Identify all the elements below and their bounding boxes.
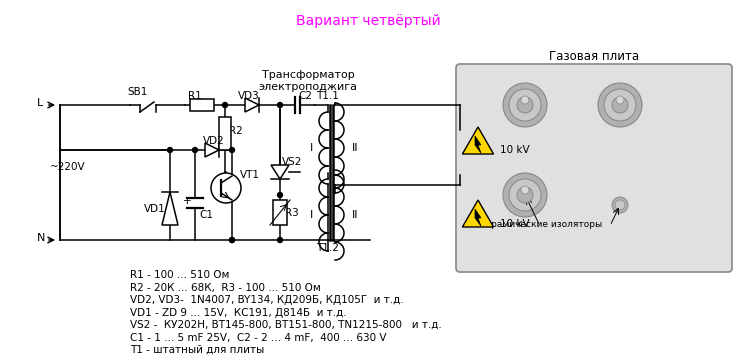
Circle shape [278, 192, 282, 197]
Text: VD2, VD3-  1N4007, BY134, КД209Б, КД105Г  и т.д.: VD2, VD3- 1N4007, BY134, КД209Б, КД105Г … [130, 295, 404, 305]
Text: VD3: VD3 [238, 91, 260, 101]
Circle shape [509, 89, 541, 121]
Circle shape [229, 147, 234, 152]
Text: Трансформатор
электроподжига: Трансформатор электроподжига [259, 70, 357, 91]
Circle shape [223, 102, 228, 107]
Circle shape [168, 147, 173, 152]
Circle shape [503, 173, 547, 217]
Text: керамические изоляторы: керамические изоляторы [480, 220, 602, 229]
Text: N: N [37, 233, 46, 243]
Polygon shape [271, 165, 289, 179]
Text: VD2: VD2 [203, 136, 225, 146]
Text: 10 kV: 10 kV [500, 145, 530, 155]
Circle shape [517, 97, 533, 113]
Polygon shape [462, 200, 494, 227]
Text: VS2: VS2 [282, 157, 302, 167]
Circle shape [517, 187, 533, 203]
Text: L: L [37, 98, 43, 108]
Text: VD1: VD1 [144, 204, 166, 213]
Circle shape [211, 173, 241, 203]
Text: ~220V: ~220V [50, 163, 85, 172]
Text: Газовая плита: Газовая плита [549, 50, 639, 63]
Text: R1: R1 [188, 91, 202, 101]
Polygon shape [162, 192, 178, 225]
Text: R2: R2 [229, 126, 243, 136]
Circle shape [229, 237, 234, 242]
Circle shape [278, 102, 282, 107]
Text: VD1 - ZD 9 ... 15V,  КС191, Д814Б  и т.д.: VD1 - ZD 9 ... 15V, КС191, Д814Б и т.д. [130, 307, 347, 318]
Circle shape [598, 83, 642, 127]
Circle shape [193, 147, 198, 152]
Circle shape [604, 89, 636, 121]
Circle shape [509, 179, 541, 211]
Text: SB1: SB1 [128, 87, 148, 97]
Text: T1.2: T1.2 [316, 243, 339, 253]
Circle shape [612, 197, 628, 213]
FancyBboxPatch shape [456, 64, 732, 272]
Text: II: II [352, 210, 358, 220]
Text: VS2 -  КУ202Н, ВТ145-800, ВТ151-800, TN1215-800   и т.д.: VS2 - КУ202Н, ВТ145-800, ВТ151-800, TN12… [130, 320, 442, 330]
Polygon shape [245, 98, 259, 112]
Text: Вариант четвёртый: Вариант четвёртый [295, 14, 440, 28]
Bar [190, 99, 214, 111]
Polygon shape [475, 209, 481, 226]
Circle shape [612, 97, 628, 113]
Polygon shape [462, 127, 494, 154]
Text: VT1: VT1 [240, 170, 260, 180]
Text: 10 kV: 10 kV [500, 219, 530, 229]
Circle shape [521, 96, 529, 104]
Bar [273, 200, 287, 225]
Text: I: I [310, 210, 314, 220]
Text: T1 - штатный для плиты: T1 - штатный для плиты [130, 345, 265, 355]
Text: II: II [352, 143, 358, 153]
Text: R1 - 100 ... 510 Ом: R1 - 100 ... 510 Ом [130, 270, 229, 280]
Circle shape [521, 186, 529, 194]
Circle shape [503, 83, 547, 127]
Polygon shape [475, 136, 481, 153]
Text: C1 - 1 ... 5 mF 25V,  C2 - 2 ... 4 mF,  400 ... 630 V: C1 - 1 ... 5 mF 25V, C2 - 2 ... 4 mF, 40… [130, 333, 387, 343]
Circle shape [615, 200, 625, 210]
Text: C1: C1 [199, 210, 213, 220]
Text: R2 - 20К ... 68К,  R3 - 100 ... 510 Ом: R2 - 20К ... 68К, R3 - 100 ... 510 Ом [130, 282, 320, 293]
Bar [219, 117, 231, 150]
Text: T1.1: T1.1 [316, 91, 339, 101]
Circle shape [229, 237, 234, 242]
Polygon shape [205, 143, 219, 157]
Text: +: + [183, 196, 192, 206]
Circle shape [616, 96, 624, 104]
Text: I: I [310, 143, 314, 153]
Text: R3: R3 [285, 208, 298, 217]
Circle shape [278, 237, 282, 242]
Text: C2: C2 [298, 91, 312, 101]
